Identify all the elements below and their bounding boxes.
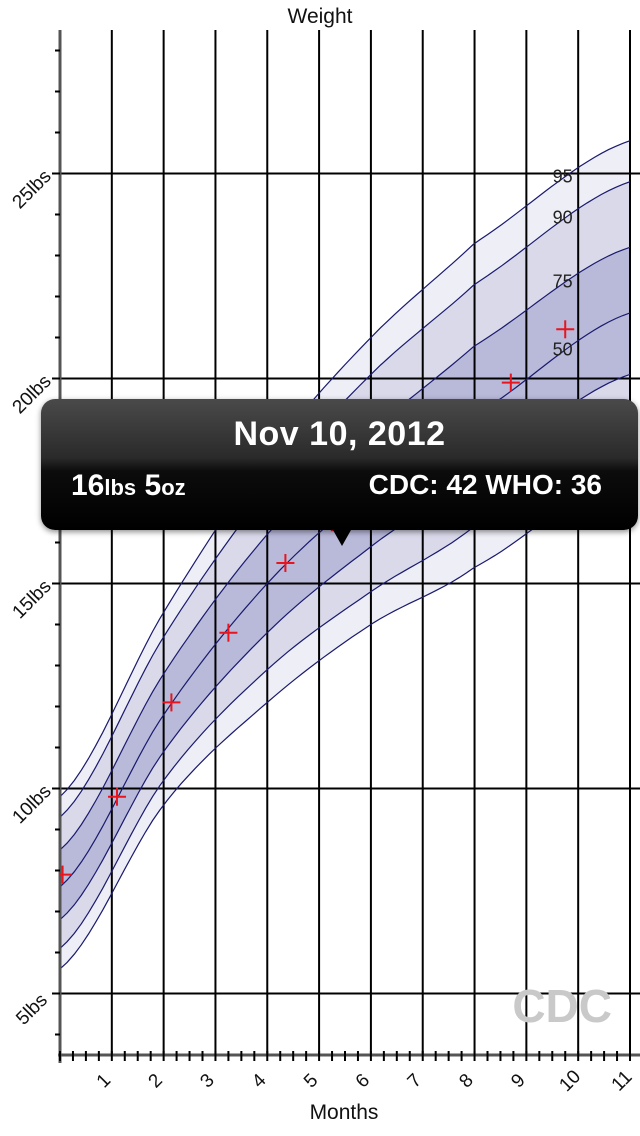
percentile-curve-7 [60, 140, 630, 798]
x-tick-label-8: 8 [455, 1070, 477, 1092]
percentile-label-50: 50 [553, 340, 573, 360]
measurement-point[interactable] [162, 693, 181, 712]
measurement-tooltip[interactable]: Nov 10, 2012 16lbs 5oz CDC: 42 WHO: 36 [41, 399, 638, 530]
x-axis-title: Months [310, 1101, 379, 1124]
percentile-label-75: 75 [553, 272, 573, 292]
x-tick-label-10: 10 [555, 1066, 585, 1096]
x-tick-label-4: 4 [248, 1070, 271, 1093]
tooltip-lbs-value: 16 [71, 469, 105, 502]
measurement-point[interactable] [556, 320, 575, 339]
y-tick-label-15: 15lbs [9, 576, 56, 623]
x-tick-label-5: 5 [300, 1070, 322, 1092]
tooltip-percentile-scores: CDC: 42 WHO: 36 [368, 469, 602, 500]
tooltip-weight: 16lbs 5oz [71, 469, 186, 503]
percentile-label-90: 90 [553, 208, 573, 228]
x-tick-label-1: 1 [93, 1070, 115, 1092]
x-tick-label-6: 6 [352, 1070, 374, 1092]
x-tick-label-3: 3 [196, 1070, 218, 1092]
x-tick-label-7: 7 [404, 1070, 426, 1092]
tooltip-lbs-unit: lbs [104, 475, 137, 500]
x-tick-label-9: 9 [507, 1070, 529, 1092]
tooltip-oz-value: 5 [144, 469, 162, 502]
x-tick-label-11: 11 [608, 1067, 637, 1096]
chart-title: Weight [288, 5, 353, 28]
tooltip-pointer [333, 530, 351, 546]
y-tick-label-25: 25lbs [9, 166, 56, 213]
measurement-point[interactable] [501, 373, 520, 392]
y-tick-label-10: 10lbs [9, 781, 56, 828]
y-tick-label-5: 5lbs [12, 990, 51, 1029]
tooltip-date: Nov 10, 2012 [233, 415, 446, 453]
measurement-point[interactable] [276, 554, 295, 572]
measurement-point[interactable] [219, 623, 238, 642]
measurement-point[interactable] [54, 865, 72, 884]
cdc-watermark: CDC [512, 980, 612, 1032]
tooltip-oz-unit: oz [161, 475, 186, 500]
x-tick-label-2: 2 [145, 1070, 167, 1092]
percentile-label-95: 95 [553, 166, 573, 186]
measurement-point[interactable] [108, 787, 126, 806]
